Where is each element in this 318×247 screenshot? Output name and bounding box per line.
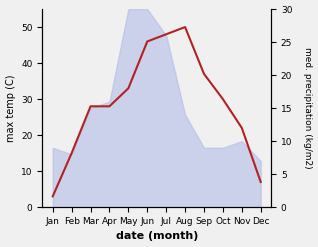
X-axis label: date (month): date (month) bbox=[115, 231, 198, 242]
Y-axis label: max temp (C): max temp (C) bbox=[5, 74, 16, 142]
Y-axis label: med. precipitation (kg/m2): med. precipitation (kg/m2) bbox=[303, 47, 313, 169]
